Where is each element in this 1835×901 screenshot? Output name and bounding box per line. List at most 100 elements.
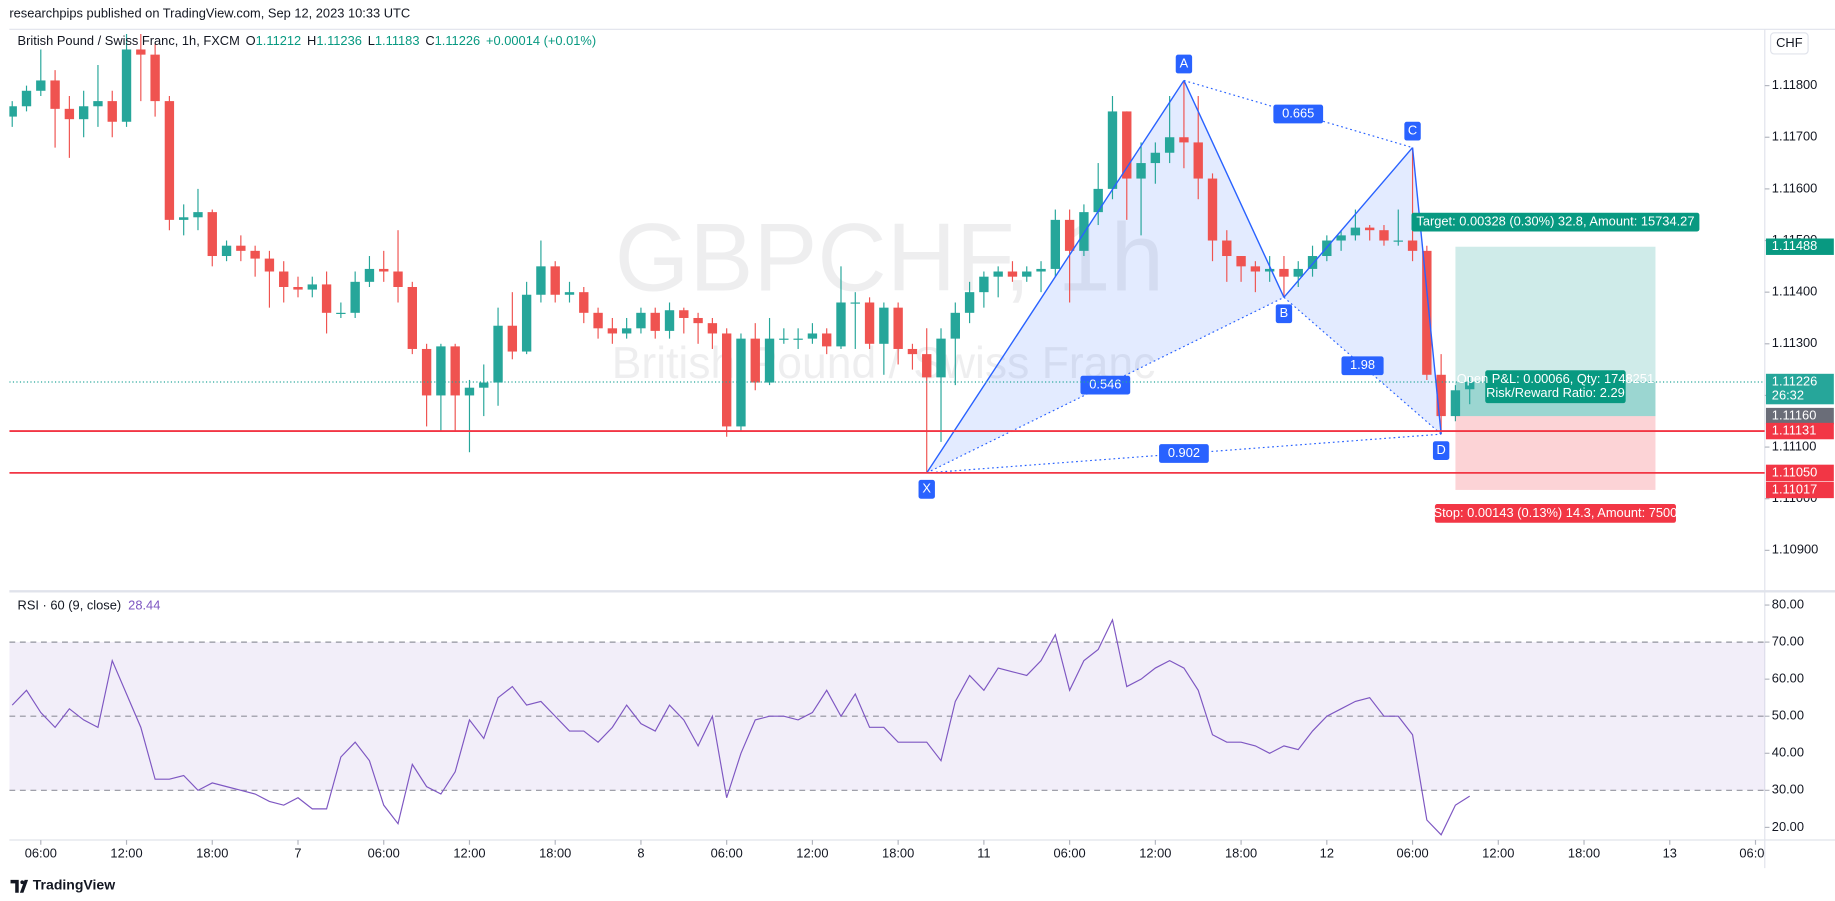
candle-body (893, 307, 903, 349)
candle-body (1436, 374, 1446, 417)
candle-body (64, 108, 75, 120)
ohlc-label: O (246, 34, 256, 49)
candle-body (1465, 382, 1475, 390)
candle-body (1407, 240, 1418, 251)
pattern-leg (1411, 147, 1442, 435)
candle-body (1250, 266, 1261, 272)
x-tick-label: 06:00 (1054, 845, 1086, 860)
y-tick-label: 1.11300 (1772, 335, 1818, 350)
candle-body (579, 292, 589, 313)
stop-zone (1455, 416, 1656, 490)
candle-body (207, 212, 217, 257)
candle-body (350, 281, 360, 313)
currency[interactable]: CHF (1776, 35, 1803, 50)
currency-button[interactable] (1770, 32, 1809, 55)
candle-body (564, 292, 575, 295)
rsi-title: RSI · 60 (9, close) (18, 598, 122, 613)
candle-body (1393, 240, 1403, 242)
candle-body (1379, 230, 1389, 241)
price-tag (1765, 238, 1834, 255)
point-label: A (1180, 55, 1189, 70)
candle-body (479, 382, 489, 388)
x-tick-label: 18:00 (1225, 845, 1257, 860)
logo-text: TradingView (33, 876, 115, 892)
y-tick-label: 1.11700 (1772, 129, 1818, 144)
ohlc-label: H (307, 34, 316, 49)
rsi-pane (9, 618, 1765, 836)
price-tag (1765, 407, 1834, 425)
candle-body (1107, 111, 1118, 189)
publisher-line: researchpips published on TradingView.co… (9, 5, 410, 20)
pattern-leg (1183, 80, 1285, 298)
candle-body (1365, 227, 1375, 231)
candle-body (179, 217, 189, 220)
ohlc-value: 1.11212 (256, 34, 302, 49)
candle-body (393, 271, 403, 287)
rsi-legend: RSI · 60 (9, close) 28.44 (18, 598, 161, 613)
countdown: 26:32 (1772, 387, 1804, 402)
rsi-tick-label: 70.00 (1772, 634, 1804, 649)
time-axis: 06:00 12:00 18:00 7 06:00 12:00 18:00 8 06:00 12:… (25, 839, 1765, 860)
candle-body (1022, 271, 1032, 277)
x-tick-label: 11 (977, 845, 990, 860)
x-tick-label: 12:00 (453, 845, 485, 860)
candle-body (679, 310, 689, 318)
main-pane: GBPCHF, 1h British Pound / Swiss Franc 0… (9, 33, 1765, 523)
ohlc-value: 1.11226 (435, 34, 481, 49)
candle-body (1064, 219, 1075, 251)
candle-body (922, 354, 932, 378)
price-tag-label: 1.11160 (1772, 407, 1817, 422)
x-tick-label: 18:00 (1568, 845, 1600, 860)
y-tick-label: 1.11600 (1772, 180, 1818, 195)
candle-body (536, 266, 546, 295)
y-tick-label: 1.10900 (1772, 542, 1818, 557)
candle-body (521, 294, 532, 352)
candle-body (1193, 142, 1203, 179)
candle-body (979, 276, 989, 293)
candle-body (650, 312, 660, 331)
x-tick-label: 18:00 (882, 845, 914, 860)
logo-dot (20, 880, 25, 885)
ratio-label: 0.902 (1168, 445, 1200, 460)
candle-body (107, 101, 117, 122)
point-box (1275, 304, 1293, 324)
logo: TradingView (10, 876, 115, 893)
candle-body (1122, 111, 1132, 179)
rsi-tick-label: 50.00 (1772, 708, 1804, 723)
candle-body (1350, 227, 1361, 236)
candle-body (464, 387, 475, 396)
ratio-label: 0.665 (1282, 105, 1314, 120)
ratio-box (1341, 356, 1384, 376)
candle-body (421, 348, 432, 396)
candle-body (964, 292, 975, 313)
candle-body (250, 250, 260, 259)
price-tag-label: 1.11488 (1772, 238, 1818, 253)
candle-body (336, 312, 346, 314)
candle-body (764, 338, 775, 383)
point-box (1175, 54, 1193, 74)
y-tick-label: 1.11400 (1772, 284, 1818, 299)
x-tick-label: 12 (1320, 845, 1334, 860)
price-tag (1765, 373, 1834, 405)
symbol-legend: British Pound / Swiss Franc, 1h, FXCM O1.… (18, 34, 597, 49)
candle-body (307, 284, 317, 290)
candle-body (850, 302, 860, 304)
position-label-box (1485, 370, 1626, 404)
price-axis: 1.118001.117001.116001.115001.114001.113… (1764, 77, 1834, 834)
y-tick-label: 1.11800 (1772, 77, 1818, 92)
point-box (1432, 441, 1450, 460)
candle-body (264, 258, 275, 272)
candle-body (1307, 256, 1318, 269)
position-label-box (1411, 212, 1700, 232)
x-tick-label: 06:00 (25, 845, 57, 860)
pattern-ratio-line (926, 296, 1285, 474)
candle-body (721, 333, 732, 427)
candle-body (36, 80, 46, 91)
candle-body (193, 212, 203, 218)
candle-body (1207, 178, 1218, 241)
candle-body (1150, 152, 1161, 164)
candle-body (779, 338, 789, 340)
candle-body (607, 328, 618, 334)
candle-body (1422, 250, 1432, 375)
